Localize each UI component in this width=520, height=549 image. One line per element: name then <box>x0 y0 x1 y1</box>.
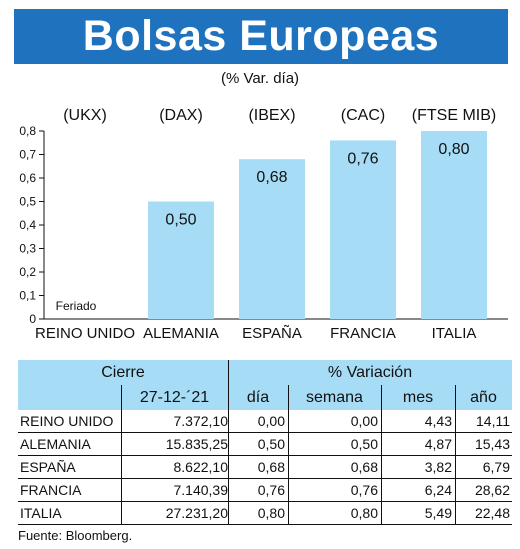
row-dia: 0,80 <box>257 505 285 521</box>
category-label: ALEMANIA <box>143 325 219 342</box>
column-divider <box>288 385 289 525</box>
row-cierre: 15.835,25 <box>165 436 228 452</box>
row-mes: 4,43 <box>424 413 452 429</box>
row-mes: 5,49 <box>424 505 452 521</box>
column-divider <box>455 385 456 525</box>
row-semana: 0,50 <box>350 436 378 452</box>
table-row: ALEMANIA 15.835,25 0,50 0,50 4,87 15,43 <box>18 433 512 456</box>
header-dia: día <box>246 389 270 406</box>
category-label: REINO UNIDO <box>35 325 135 342</box>
category-label: ITALIA <box>432 325 477 342</box>
row-semana: 0,76 <box>350 482 378 498</box>
row-cierre: 8.622,10 <box>173 459 229 475</box>
row-cierre: 27.231,20 <box>165 505 228 521</box>
row-mes: 4,87 <box>424 436 452 452</box>
row-cierre: 7.140,39 <box>173 482 229 498</box>
table-row: ITALIA 27.231,20 0,80 0,80 5,49 22,48 <box>18 502 512 525</box>
row-mes: 3,82 <box>424 459 452 475</box>
table-row: REINO UNIDO 7.372,10 0,00 0,00 4,43 14,1… <box>18 410 512 433</box>
row-ano: 28,62 <box>474 482 510 498</box>
chart-subtitle: (% Var. día) <box>220 70 300 87</box>
row-ano: 14,11 <box>476 413 510 429</box>
row-semana: 0,68 <box>350 459 378 475</box>
chart-title: Bolsas Europeas <box>82 12 440 60</box>
bar-value-label: 0,50 <box>165 212 196 229</box>
bar-value-label: Feriado <box>56 299 97 313</box>
bar <box>330 140 396 319</box>
row-semana: 0,80 <box>350 505 378 521</box>
y-tick-label: 0,8 <box>19 124 36 138</box>
ticker-label: (UKX) <box>63 107 107 124</box>
table-header-row-1: Cierre % Variación <box>18 360 512 385</box>
ticker-label: (CAC) <box>341 107 385 124</box>
table-row: ESPAÑA 8.622,10 0,68 0,68 3,82 6,79 <box>18 456 512 479</box>
y-tick-label: 0,1 <box>19 289 36 303</box>
y-tick-label: 0,6 <box>19 171 36 185</box>
ticker-label: (FTSE MIB) <box>412 107 496 124</box>
title-banner: Bolsas Europeas <box>14 9 508 64</box>
bar-value-label: 0,80 <box>438 141 469 158</box>
row-ano: 6,79 <box>482 459 510 475</box>
header-cierre: Cierre <box>101 364 145 381</box>
category-label: FRANCIA <box>330 325 396 342</box>
table-row: FRANCIA 7.140,39 0,76 0,76 6,24 28,62 <box>18 479 512 502</box>
row-dia: 0,68 <box>257 459 285 475</box>
header-variacion: % Variación <box>327 364 413 381</box>
row-dia: 0,00 <box>257 413 285 429</box>
source-note: Fuente: Bloomberg. <box>18 528 133 543</box>
row-name: REINO UNIDO <box>20 413 114 429</box>
header-date: 27-12-´21 <box>139 389 210 406</box>
ticker-label: (DAX) <box>159 107 203 124</box>
bar <box>148 201 214 319</box>
row-name: FRANCIA <box>20 482 82 498</box>
column-divider <box>228 360 229 525</box>
category-label: ESPAÑA <box>242 325 302 342</box>
row-ano: 15,43 <box>474 436 510 452</box>
row-name: ALEMANIA <box>20 436 91 452</box>
y-tick-label: 0,4 <box>19 218 36 232</box>
column-divider <box>121 385 122 525</box>
row-ano: 22,48 <box>474 505 510 521</box>
bar-value-label: 0,76 <box>347 150 378 167</box>
header-mes: mes <box>402 389 434 406</box>
row-name: ITALIA <box>20 505 62 521</box>
y-tick-label: 0,2 <box>19 265 36 279</box>
header-ano: año <box>470 389 497 406</box>
y-tick-label: 0,7 <box>19 148 36 162</box>
row-mes: 6,24 <box>424 482 452 498</box>
header-semana: semana <box>306 389 363 406</box>
table-header-row-2: 27-12-´21 día semana mes año <box>18 385 512 410</box>
y-tick-label: 0,3 <box>19 242 36 256</box>
bar-value-label: 0,68 <box>256 169 287 186</box>
row-cierre: 7.372,10 <box>173 413 229 429</box>
row-dia: 0,50 <box>257 436 285 452</box>
bar <box>239 159 305 319</box>
row-name: ESPAÑA <box>20 459 76 475</box>
y-tick-label: 0,5 <box>19 195 36 209</box>
row-dia: 0,76 <box>257 482 285 498</box>
row-semana: 0,00 <box>350 413 378 429</box>
bar <box>421 131 487 319</box>
column-divider <box>381 385 382 525</box>
y-tick-label: 0 <box>29 312 36 326</box>
bar-chart: 0 0,1 0,2 0,3 0,4 0,5 0,6 0,7 0,8 (UKX) REINO UNID… <box>19 107 508 342</box>
ticker-label: (IBEX) <box>248 107 295 124</box>
